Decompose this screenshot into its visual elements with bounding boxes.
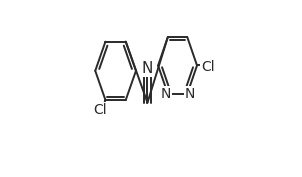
Text: N: N xyxy=(160,87,171,101)
Text: N: N xyxy=(184,87,194,101)
Text: Cl: Cl xyxy=(93,103,107,117)
Text: Cl: Cl xyxy=(201,60,215,74)
Text: N: N xyxy=(142,61,153,76)
